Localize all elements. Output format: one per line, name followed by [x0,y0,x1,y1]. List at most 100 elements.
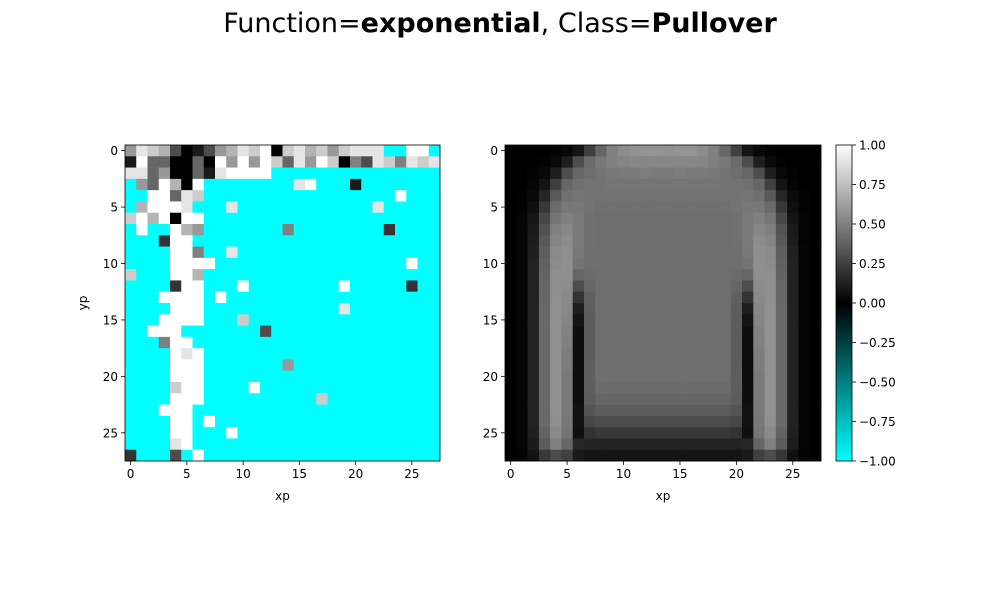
heatmap-cell [361,235,373,247]
heatmap-cell [584,269,596,281]
heatmap-cell [170,359,182,372]
heatmap-cell [663,178,675,191]
heatmap-cell [248,415,261,428]
heatmap-cell [798,370,811,383]
heatmap-cell [764,370,777,383]
heatmap-cell [428,291,441,304]
heatmap-cell [417,257,430,270]
heatmap-cell [617,224,630,236]
heatmap-cell [764,145,777,157]
heatmap-cell [395,167,407,180]
heatmap-cell [663,359,675,372]
heatmap-cell [395,291,407,304]
heatmap-cell [640,257,653,270]
heatmap-cell [584,156,596,168]
heatmap-cell [663,303,675,315]
heatmap-cell [516,190,528,202]
x-tick-label: 5 [563,467,571,481]
heatmap-cell [742,438,754,451]
heatmap-cell [158,145,171,157]
heatmap-cell [271,314,283,326]
heatmap-cell [305,167,317,180]
heatmap-cell [361,449,373,462]
heatmap-cell [527,393,540,405]
heatmap-cell [719,291,732,304]
heatmap-cell [617,280,630,293]
heatmap-cell [260,190,272,202]
heatmap-cell [561,427,574,439]
heatmap-cell [538,212,551,225]
heatmap-cell [753,224,765,236]
heatmap-cell [674,291,686,304]
heatmap-cell [617,291,630,304]
heatmap-cell [417,449,430,462]
heatmap-cell [606,449,619,462]
heatmap-cell [282,438,295,451]
heatmap-cell [372,359,385,372]
heatmap-cell [147,269,160,281]
heatmap-cell [203,280,216,293]
y-tick-label: 25 [103,426,118,440]
heatmap-cell [260,303,272,315]
heatmap-cell [561,156,574,168]
heatmap-cell [584,370,596,383]
heatmap-cell [428,359,441,372]
heatmap-cell [674,314,686,326]
heatmap-cell [651,224,664,236]
heatmap-cell [775,190,788,202]
heatmap-cell [170,178,182,191]
heatmap-cell [640,201,653,214]
heatmap-cell [316,224,328,236]
heatmap-cell [147,257,160,270]
heatmap-cell [125,404,137,417]
heatmap-cell [361,167,373,180]
heatmap-cell [696,449,709,462]
heatmap-cell [372,314,385,326]
heatmap-cell [651,257,664,270]
heatmap-cell [640,246,653,259]
heatmap-cell [237,291,250,304]
heatmap-cell [248,212,261,225]
heatmap-cell [572,269,585,281]
heatmap-cell [674,201,686,214]
heatmap-cell [406,415,418,428]
heatmap-cell [764,415,777,428]
heatmap-cell [305,269,317,281]
heatmap-cell [226,178,238,191]
heatmap-cell [203,145,216,157]
heatmap-cell [181,382,193,394]
colorbar-tick-label: 0.00 [859,297,886,311]
heatmap-cell [550,348,562,360]
heatmap-cell [685,303,698,315]
heatmap-cell [147,235,160,247]
x-axis-label: xp [275,489,290,503]
heatmap-cell [417,269,430,281]
heatmap-cell [753,393,765,405]
heatmap-cell [350,438,362,451]
heatmap-cell [125,190,137,202]
heatmap-cell [753,156,765,168]
heatmap-cell [708,178,720,191]
heatmap-cell [316,382,328,394]
heatmap-cell [406,178,418,191]
heatmap-cell [696,415,709,428]
heatmap-cell [158,359,171,372]
heatmap-cell [383,359,396,372]
heatmap-cell [215,156,227,168]
heatmap-cell [125,269,137,281]
heatmap-cell [417,303,430,315]
heatmap-cell [550,359,562,372]
heatmap-cell [617,393,630,405]
heatmap-cell [651,438,664,451]
heatmap-cell [316,190,328,202]
heatmap-cell [181,212,193,225]
heatmap-cell [640,178,653,191]
heatmap-cell [719,382,732,394]
heatmap-cell [305,190,317,202]
heatmap-cell [651,167,664,180]
heatmap-cell [293,303,306,315]
heatmap-cell [226,212,238,225]
heatmap-cell [742,314,754,326]
heatmap-cell [595,212,607,225]
heatmap-cell [170,336,182,349]
